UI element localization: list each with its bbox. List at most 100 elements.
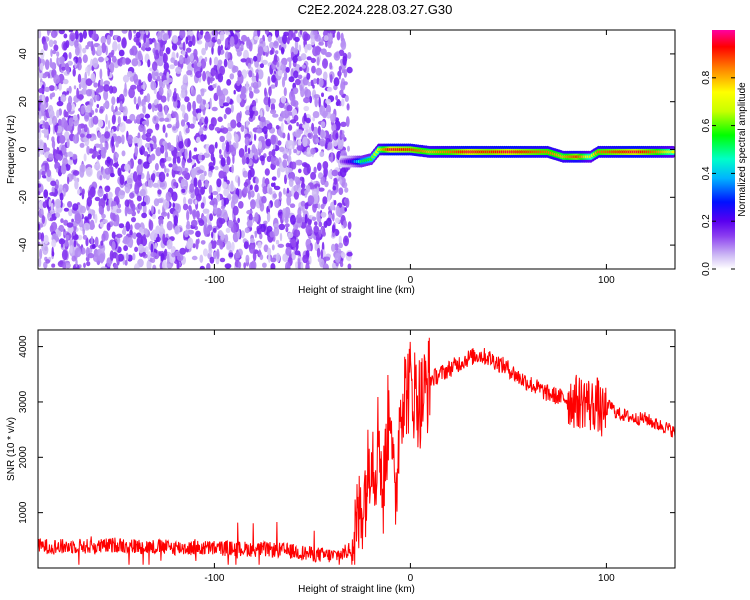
noise-blob xyxy=(51,246,54,257)
noise-blob xyxy=(83,262,86,268)
noise-blob xyxy=(197,179,202,189)
noise-blob xyxy=(240,43,244,49)
noise-blob xyxy=(54,153,61,160)
noise-blob xyxy=(244,227,250,234)
noise-blob xyxy=(92,254,100,262)
noise-blob xyxy=(162,233,166,244)
noise-blob xyxy=(217,73,224,83)
colorbar-tick-label: 0.6 xyxy=(701,118,712,132)
noise-blob xyxy=(226,156,231,166)
noise-blob xyxy=(82,30,87,39)
noise-blob xyxy=(131,45,138,56)
noise-blob xyxy=(320,176,326,186)
noise-blob xyxy=(217,116,223,123)
noise-blob xyxy=(223,197,229,205)
noise-blob xyxy=(39,62,44,71)
noise-blob xyxy=(86,133,92,139)
noise-blob xyxy=(330,201,334,211)
noise-blob xyxy=(331,224,336,234)
noise-blob xyxy=(264,168,270,176)
noise-blob xyxy=(331,243,336,252)
noise-blob xyxy=(79,167,85,178)
noise-blob xyxy=(200,58,207,69)
noise-blob xyxy=(314,221,318,226)
noise-blob xyxy=(259,155,265,162)
noise-blob xyxy=(109,250,114,261)
noise-blob xyxy=(116,253,119,264)
snr-frame xyxy=(37,329,676,569)
noise-blob xyxy=(143,151,149,157)
noise-blob xyxy=(192,210,196,220)
noise-blob xyxy=(225,107,232,115)
noise-blob xyxy=(277,243,285,248)
noise-blob xyxy=(208,242,212,251)
noise-blob xyxy=(230,180,234,191)
noise-blob xyxy=(339,89,344,96)
noise-blob xyxy=(316,56,320,66)
noise-blob xyxy=(93,30,96,36)
noise-blob xyxy=(186,158,193,163)
noise-blob xyxy=(191,219,198,227)
noise-blob xyxy=(266,211,271,223)
noise-blob xyxy=(135,38,140,46)
noise-blob xyxy=(116,208,122,214)
noise-blob xyxy=(332,32,335,38)
noise-blob xyxy=(334,217,340,224)
noise-blob xyxy=(129,224,133,232)
noise-blob xyxy=(94,196,101,202)
noise-blob xyxy=(270,257,277,263)
y-tick-label: -20 xyxy=(18,190,29,205)
noise-blob xyxy=(324,256,331,261)
noise-blob xyxy=(278,223,286,231)
noise-blob xyxy=(216,239,222,246)
noise-blob xyxy=(317,125,321,136)
noise-blob xyxy=(237,217,241,224)
noise-blob xyxy=(187,229,194,235)
noise-blob xyxy=(235,140,239,149)
noise-blob xyxy=(314,33,321,42)
noise-blob xyxy=(327,169,333,179)
noise-blob xyxy=(134,145,139,157)
noise-blob xyxy=(333,51,341,61)
noise-blob xyxy=(195,230,201,238)
noise-blob xyxy=(154,98,159,105)
noise-blob xyxy=(212,227,217,233)
noise-blob xyxy=(266,225,273,233)
noise-blob xyxy=(92,57,99,69)
chart-title: C2E2.2024.228.03.27.G30 xyxy=(298,2,453,17)
noise-blob xyxy=(293,176,299,183)
noise-blob xyxy=(273,185,281,191)
noise-blob xyxy=(187,198,193,205)
noise-blob xyxy=(43,261,48,269)
noise-blob xyxy=(243,181,249,188)
noise-blob xyxy=(301,162,308,168)
noise-blob xyxy=(188,40,193,47)
noise-blob xyxy=(111,104,114,113)
noise-blob xyxy=(152,61,158,71)
noise-blob xyxy=(231,164,235,174)
noise-blob xyxy=(56,100,64,107)
noise-blob xyxy=(237,176,241,187)
noise-blob xyxy=(298,168,302,174)
noise-blob xyxy=(268,86,272,97)
noise-blob xyxy=(203,248,208,257)
noise-blob xyxy=(118,223,125,229)
noise-blob xyxy=(105,113,108,125)
noise-blob xyxy=(72,230,76,236)
noise-blob xyxy=(322,227,325,237)
spectrogram-ylabel: Frequency (Hz) xyxy=(6,115,17,184)
noise-blob xyxy=(329,74,333,83)
noise-blob xyxy=(322,30,328,37)
noise-blob xyxy=(213,64,217,71)
noise-blob xyxy=(176,151,182,158)
colorbar-tick-label: 0.0 xyxy=(701,262,712,276)
noise-blob xyxy=(69,32,76,41)
noise-blob xyxy=(223,58,228,68)
noise-blob xyxy=(270,263,276,269)
noise-blob xyxy=(284,223,290,228)
noise-blob xyxy=(81,188,85,195)
noise-blob xyxy=(249,244,255,254)
noise-blob xyxy=(255,177,259,185)
noise-blob xyxy=(145,42,150,49)
noise-blob xyxy=(209,165,215,170)
